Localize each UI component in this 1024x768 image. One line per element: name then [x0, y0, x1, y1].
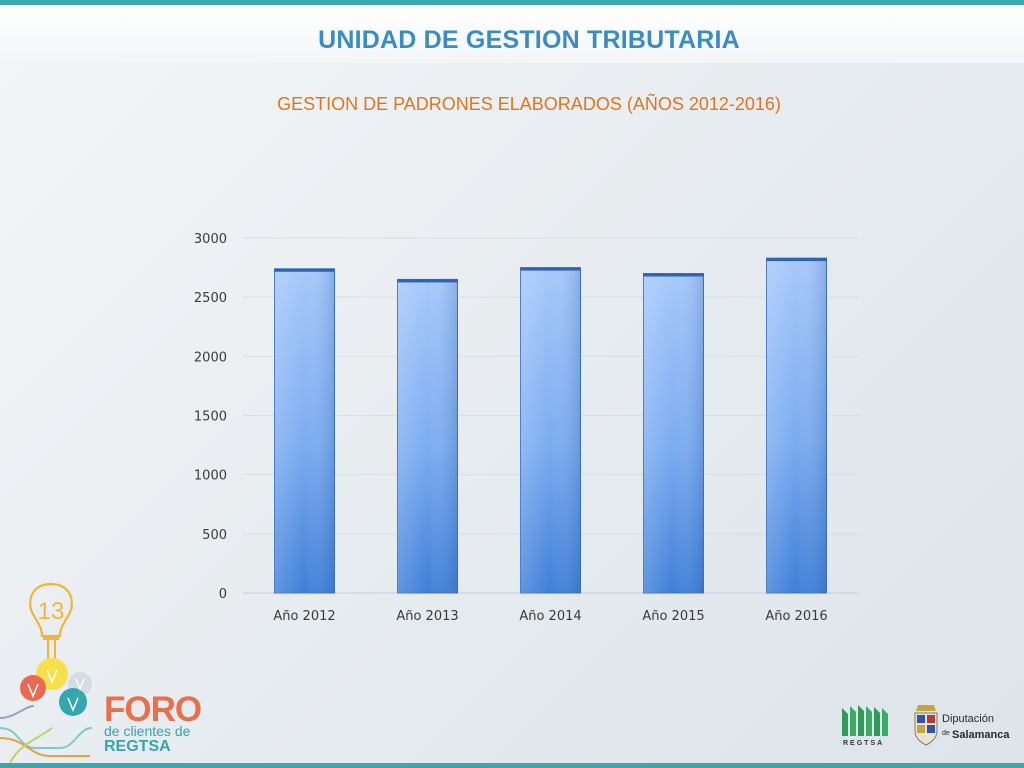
title-band [0, 5, 1024, 63]
y-tick-label: 1500 [194, 410, 227, 425]
svg-text:13: 13 [38, 598, 65, 625]
y-tick-label: 500 [202, 528, 227, 543]
y-tick-label: 1000 [194, 469, 227, 484]
bar-shading [274, 268, 335, 593]
y-tick-label: 3000 [194, 232, 227, 247]
bar-shading [520, 267, 581, 593]
bar-top-edge [520, 267, 581, 271]
bar-top-edge [274, 268, 335, 272]
y-tick-label: 2000 [194, 350, 227, 365]
bar-top-edge [643, 273, 704, 277]
foro-logo-title: FORO [104, 690, 202, 729]
bar-top-edge [397, 279, 458, 283]
x-tick-label: Año 2013 [396, 609, 458, 624]
x-axis: Año 2012 Año 2013 Año 2014 Año 2015 Año 2016 [273, 609, 827, 624]
diputacion-place: Salamanca [952, 729, 1010, 741]
foro-logo-subtitle: de clientes de [104, 723, 191, 739]
x-tick-label: Año 2012 [273, 609, 335, 624]
regtsa-logo [842, 705, 888, 736]
y-tick-label: 2500 [194, 291, 227, 306]
chart-title: GESTION DE PADRONES ELABORADOS (AÑOS 201… [277, 94, 781, 114]
foro-clientes-logo: 13 [0, 582, 93, 763]
bar-shading [643, 273, 704, 593]
y-axis: 0 500 1000 1500 2000 2500 3000 [194, 232, 227, 602]
top-accent-bar [0, 0, 1024, 5]
y-tick-label: 0 [219, 587, 227, 602]
page-title: UNIDAD DE GESTION TRIBUTARIA [318, 26, 740, 54]
foro-logo-regtsa: REGTSA [104, 738, 171, 755]
diputacion-crest [914, 705, 938, 746]
bar-shading [397, 279, 458, 593]
x-tick-label: Año 2014 [519, 609, 581, 624]
bars [274, 257, 827, 594]
regtsa-logo-text: REGTSA [843, 740, 885, 747]
bar-top-edge [766, 258, 827, 262]
x-tick-label: Año 2015 [642, 609, 704, 624]
diputacion-de: de [942, 730, 950, 737]
bar-shading [766, 258, 827, 593]
diputacion-name: Diputación [942, 713, 994, 725]
x-tick-label: Año 2016 [765, 609, 827, 624]
bottom-accent-bar [0, 763, 1024, 768]
